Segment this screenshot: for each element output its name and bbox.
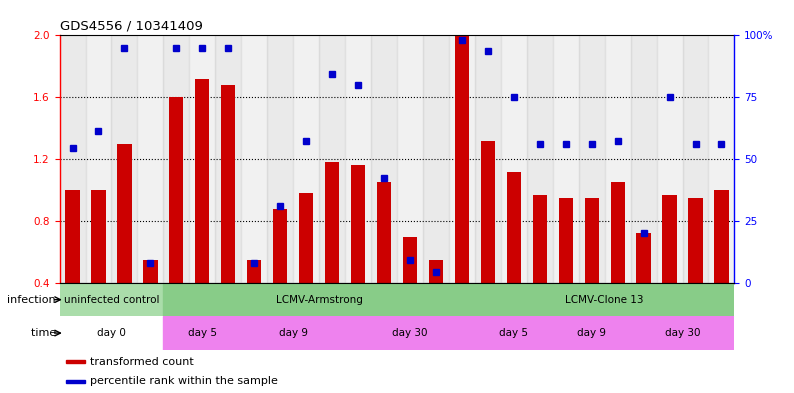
Bar (475, 35, 501, 283)
Bar (579, 35, 605, 283)
Bar (118, 144, 132, 283)
Bar (299, 193, 314, 283)
Bar (605, 35, 630, 283)
Bar (189, 35, 215, 283)
Bar (137, 35, 164, 283)
Bar (630, 316, 734, 350)
Bar (501, 35, 526, 283)
Bar (688, 198, 703, 283)
Bar (351, 165, 365, 283)
Bar (475, 316, 553, 350)
Bar (397, 35, 423, 283)
Bar (553, 316, 630, 350)
Bar (293, 35, 319, 283)
Bar (423, 35, 449, 283)
Bar (475, 283, 734, 316)
Text: infection: infection (7, 295, 60, 305)
Text: percentile rank within the sample: percentile rank within the sample (90, 376, 278, 386)
Text: day 0: day 0 (97, 328, 126, 338)
Bar (60, 35, 86, 283)
Bar (60, 283, 164, 316)
Bar (91, 190, 106, 283)
Bar (164, 316, 241, 350)
Bar (319, 35, 345, 283)
Bar (268, 35, 293, 283)
Text: time: time (31, 328, 60, 338)
Bar (403, 237, 417, 283)
Bar (683, 35, 708, 283)
Bar (195, 79, 210, 283)
Bar (708, 35, 734, 283)
Bar (60, 316, 164, 350)
Text: day 5: day 5 (499, 328, 528, 338)
Bar (169, 97, 183, 283)
Bar (662, 195, 676, 283)
Bar (611, 182, 625, 283)
Bar (507, 171, 521, 283)
Bar (584, 198, 599, 283)
Text: day 9: day 9 (577, 328, 606, 338)
Bar (553, 35, 579, 283)
Bar (345, 316, 475, 350)
Text: day 30: day 30 (665, 328, 700, 338)
Bar (533, 195, 547, 283)
Bar (66, 380, 85, 383)
Text: day 9: day 9 (279, 328, 307, 338)
Bar (241, 35, 268, 283)
Bar (345, 35, 371, 283)
Bar (715, 190, 729, 283)
Bar (215, 35, 241, 283)
Text: transformed count: transformed count (90, 357, 194, 367)
Bar (247, 260, 261, 283)
Bar (273, 209, 287, 283)
Bar (371, 35, 397, 283)
Bar (86, 35, 111, 283)
Bar (65, 190, 79, 283)
Text: GDS4556 / 10341409: GDS4556 / 10341409 (60, 20, 202, 33)
Bar (449, 35, 475, 283)
Bar (377, 182, 391, 283)
Bar (657, 35, 683, 283)
Bar (325, 162, 339, 283)
Bar (429, 260, 443, 283)
Text: LCMV-Armstrong: LCMV-Armstrong (276, 295, 363, 305)
Bar (630, 35, 657, 283)
Text: uninfected control: uninfected control (64, 295, 160, 305)
Bar (222, 85, 235, 283)
Bar (143, 260, 157, 283)
Bar (164, 283, 475, 316)
Text: day 30: day 30 (392, 328, 428, 338)
Bar (480, 141, 495, 283)
Bar (111, 35, 137, 283)
Bar (559, 198, 572, 283)
Bar (455, 35, 469, 283)
Bar (164, 35, 189, 283)
Bar (241, 316, 345, 350)
Bar (637, 233, 651, 283)
Bar (526, 35, 553, 283)
Text: day 5: day 5 (188, 328, 217, 338)
Text: LCMV-Clone 13: LCMV-Clone 13 (565, 295, 644, 305)
Bar (66, 360, 85, 364)
